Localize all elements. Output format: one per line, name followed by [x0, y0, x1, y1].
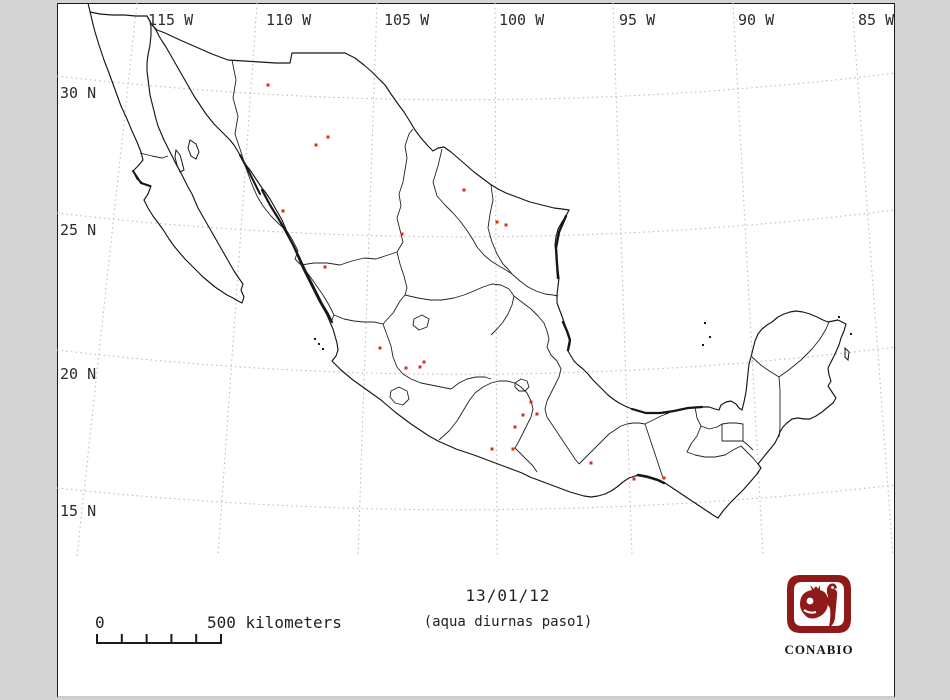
fire-point — [404, 366, 408, 370]
fire-point — [632, 477, 636, 481]
graticule-gridlines — [57, 3, 895, 557]
fire-point — [418, 365, 422, 369]
map-plot-area — [57, 3, 895, 698]
scale-bar-ruler — [96, 634, 222, 644]
longitude-label: 85 W — [858, 11, 895, 29]
fire-point — [662, 476, 666, 480]
scale-bar-distance-label: 500 kilometers — [207, 613, 342, 632]
fire-point — [378, 346, 382, 350]
fire-point — [513, 425, 517, 429]
fire-point — [511, 447, 515, 451]
islands — [174, 139, 852, 362]
fire-point — [504, 223, 508, 227]
fire-point — [422, 360, 426, 364]
longitude-label: 115 W — [148, 11, 194, 29]
fire-point — [495, 220, 499, 224]
conabio-logo: CONABIO — [784, 574, 854, 658]
fire-point — [326, 135, 330, 139]
fire-point — [589, 461, 593, 465]
conabio-logo-text: CONABIO — [784, 642, 854, 657]
fire-point — [323, 265, 327, 269]
coast-thick-segments — [132, 154, 704, 485]
fire-point — [266, 83, 270, 87]
date-text: 13/01/12 — [465, 586, 551, 605]
longitude-label: 110 W — [266, 11, 312, 29]
fire-point — [462, 188, 466, 192]
fire-point — [314, 143, 318, 147]
scale-bar-labels: 0 500 kilometers — [93, 613, 363, 632]
fire-point — [281, 209, 285, 213]
coastline — [87, 3, 847, 519]
date-annotation: 13/01/12 (aqua diurnas paso1) — [358, 586, 658, 630]
latitude-label: 20 N — [60, 365, 97, 383]
longitude-label: 100 W — [499, 11, 545, 29]
fire-point — [400, 232, 404, 236]
latitude-label: 15 N — [60, 502, 97, 520]
fire-point — [529, 400, 533, 404]
longitude-label: 95 W — [619, 11, 656, 29]
mexico-map-canvas — [57, 3, 895, 557]
fire-point — [490, 447, 494, 451]
latitude-label: 25 N — [60, 221, 97, 239]
longitude-label: 90 W — [738, 11, 775, 29]
longitude-label: 105 W — [384, 11, 430, 29]
state-boundaries — [139, 59, 830, 479]
scale-bar-zero-label: 0 — [95, 613, 105, 632]
fire-detections — [266, 83, 666, 481]
scale-bar: 0 500 kilometers — [93, 613, 363, 651]
conabio-emblem-icon — [787, 575, 851, 633]
latitude-label: 30 N — [60, 84, 97, 102]
fire-point — [521, 413, 525, 417]
pass-description-text: (aqua diurnas paso1) — [423, 614, 593, 630]
fire-point — [535, 412, 539, 416]
